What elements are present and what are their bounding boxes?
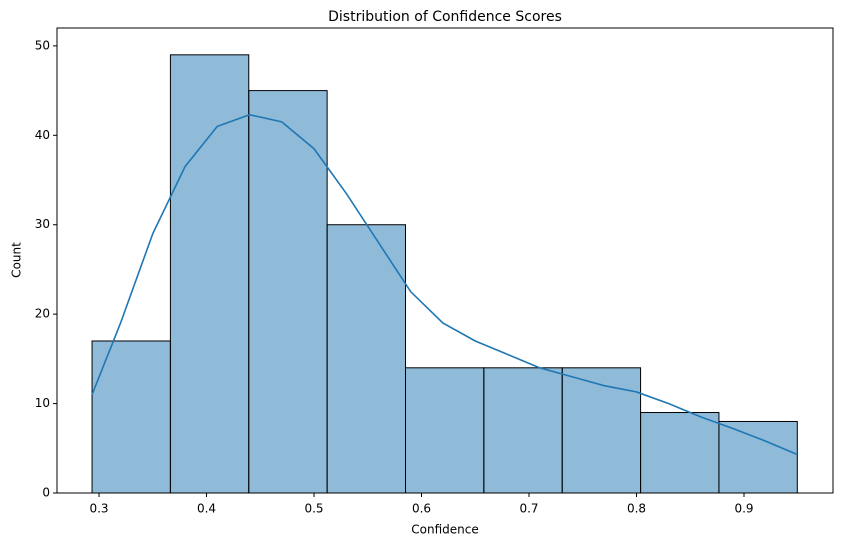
y-tick-label: 50	[35, 38, 50, 52]
x-tick-label: 0.6	[412, 502, 431, 516]
x-tick-label: 0.4	[197, 502, 216, 516]
y-tick-label: 40	[35, 128, 50, 142]
bar	[248, 90, 328, 494]
x-tick-label: 0.5	[304, 502, 323, 516]
x-tick-label: 0.7	[519, 502, 538, 516]
x-tick-label: 0.8	[627, 502, 646, 516]
y-tick-label: 30	[35, 217, 50, 231]
x-tick-label: 0.9	[734, 502, 753, 516]
chart-title: Distribution of Confidence Scores	[328, 9, 562, 25]
plot-frame	[56, 27, 834, 494]
kde-line	[91, 113, 798, 456]
bar	[404, 367, 485, 494]
bar	[483, 367, 563, 494]
x-tick-label: 0.3	[89, 502, 108, 516]
x-axis-label: Confidence	[411, 523, 478, 537]
bar	[561, 367, 642, 494]
bar	[718, 420, 798, 494]
bar	[640, 412, 720, 494]
bar	[169, 54, 250, 494]
bar	[326, 224, 406, 494]
y-tick-label: 10	[35, 396, 50, 410]
bar	[91, 340, 171, 494]
y-tick-label: 20	[35, 307, 50, 321]
y-tick-label: 0	[42, 486, 50, 500]
y-axis-label: Count	[10, 242, 24, 278]
